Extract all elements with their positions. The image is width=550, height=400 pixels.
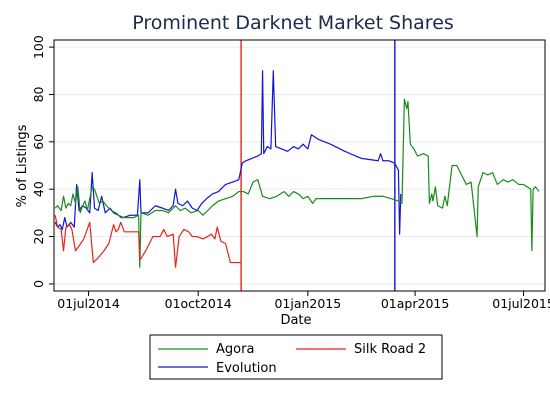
y-tick-label: 80 <box>31 86 46 102</box>
legend: Agora Silk Road 2 Evolution <box>149 334 443 380</box>
plot-frame <box>53 39 546 292</box>
y-axis: 0 20 40 60 80 100 <box>31 35 54 288</box>
x-tick-label: 01jan2015 <box>274 296 341 311</box>
legend-label-evolution: Evolution <box>216 361 277 376</box>
x-tick-label: 01oct2014 <box>165 296 232 311</box>
y-tick-label: 0 <box>31 280 46 288</box>
x-tick-label: 01apr2015 <box>381 296 449 311</box>
series-line-silk-road-2 <box>54 215 242 268</box>
y-tick-label: 60 <box>31 134 46 150</box>
legend-box <box>149 334 443 380</box>
y-tick-label: 40 <box>31 181 46 197</box>
legend-label-agora: Agora <box>216 342 254 357</box>
y-tick-label: 20 <box>31 229 46 245</box>
event-lines <box>240 40 396 291</box>
grid-lines <box>54 46 545 285</box>
x-axis-label: Date <box>280 313 311 328</box>
chart-title: Prominent Darknet Market Shares <box>132 12 454 34</box>
series-line-agora <box>54 98 540 268</box>
y-tick-label: 100 <box>31 35 46 59</box>
x-axis: 01jul2014 01oct2014 01jan2015 01apr2015 01ju… <box>57 291 550 311</box>
series-lines <box>54 70 540 268</box>
x-tick-label: 01jul2014 <box>57 296 120 311</box>
series-line-evolution <box>54 70 402 235</box>
y-axis-label: % of Listings <box>15 124 30 207</box>
x-tick-label: 01jul2015 <box>492 296 550 311</box>
legend-label-silk-road-2: Silk Road 2 <box>354 342 426 357</box>
